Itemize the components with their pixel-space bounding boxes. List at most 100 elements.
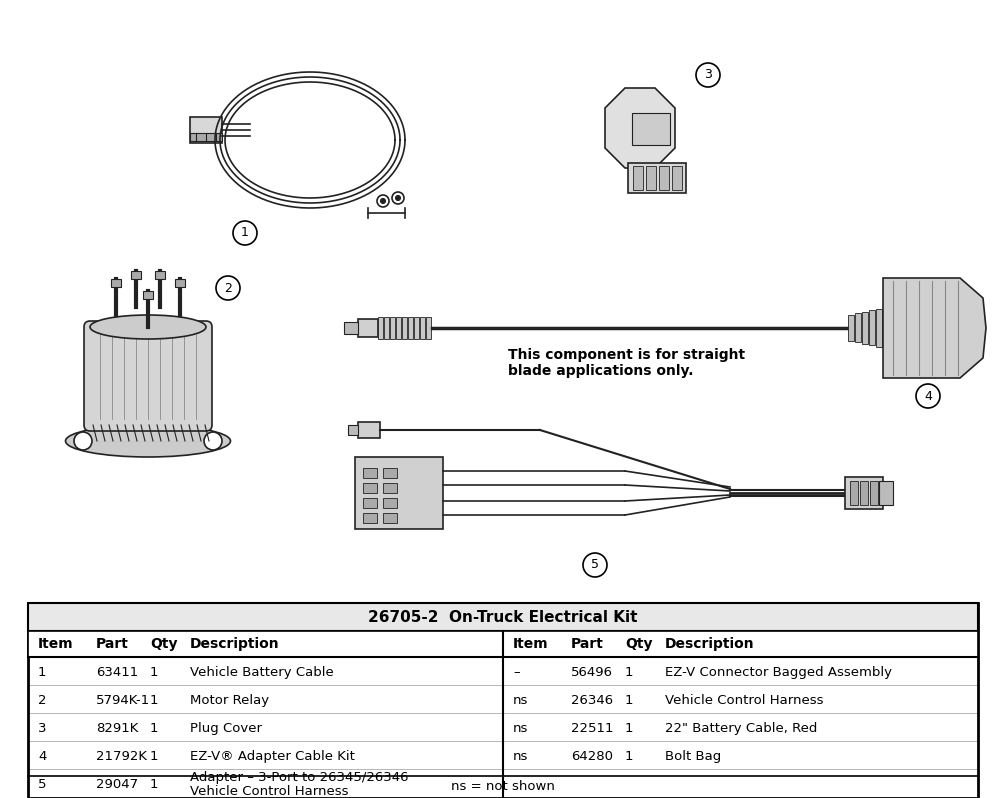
Circle shape	[396, 196, 401, 200]
Bar	[426, 317, 431, 339]
Bar	[845, 477, 883, 509]
Text: 1: 1	[150, 694, 158, 707]
Bar	[628, 163, 686, 193]
Bar	[363, 498, 377, 508]
Text: Part: Part	[571, 637, 604, 651]
Text: ns: ns	[513, 722, 529, 735]
Text: 26346: 26346	[571, 694, 613, 707]
Bar	[633, 166, 643, 190]
Circle shape	[233, 221, 257, 245]
Text: Part: Part	[96, 637, 129, 651]
Ellipse shape	[65, 425, 231, 457]
Bar	[860, 481, 868, 505]
Text: Vehicle Control Harness: Vehicle Control Harness	[190, 785, 348, 798]
Bar	[855, 313, 861, 342]
Circle shape	[204, 432, 222, 450]
Text: 1: 1	[38, 666, 46, 679]
Text: –: –	[513, 666, 520, 679]
Text: 3: 3	[38, 722, 46, 735]
Text: 1: 1	[150, 666, 158, 679]
Bar	[190, 133, 222, 141]
Bar	[363, 468, 377, 478]
Polygon shape	[883, 278, 986, 378]
Text: 2: 2	[38, 694, 46, 707]
Text: 1: 1	[150, 778, 158, 791]
Bar	[883, 307, 889, 348]
Text: ns: ns	[513, 694, 529, 707]
Bar	[348, 425, 358, 435]
Bar	[28, 603, 978, 798]
Text: Motor Relay: Motor Relay	[190, 694, 269, 707]
Text: Bolt Bag: Bolt Bag	[665, 750, 721, 763]
Text: Vehicle Control Harness: Vehicle Control Harness	[665, 694, 824, 707]
Bar	[408, 317, 413, 339]
Text: 64280: 64280	[571, 750, 613, 763]
Text: 1: 1	[241, 227, 249, 239]
Text: 26705-2  On-Truck Electrical Kit: 26705-2 On-Truck Electrical Kit	[369, 610, 637, 625]
Bar	[869, 310, 875, 345]
Text: 1: 1	[150, 750, 158, 763]
Text: 1: 1	[625, 694, 633, 707]
Bar	[897, 304, 903, 351]
Bar	[190, 117, 222, 143]
Polygon shape	[605, 88, 675, 168]
Bar	[358, 319, 378, 337]
Text: 3: 3	[704, 69, 712, 81]
Text: Item: Item	[38, 637, 74, 651]
Text: Qty: Qty	[150, 637, 177, 651]
Text: 4: 4	[924, 389, 931, 402]
Bar	[28, 631, 978, 657]
Bar	[358, 422, 380, 438]
Bar	[383, 483, 397, 493]
Circle shape	[916, 384, 940, 408]
Bar	[414, 317, 419, 339]
Bar	[904, 303, 910, 353]
Text: 4: 4	[38, 750, 46, 763]
Text: EZ-V® Adapter Cable Kit: EZ-V® Adapter Cable Kit	[190, 750, 354, 763]
Bar	[420, 317, 425, 339]
Text: Plug Cover: Plug Cover	[190, 722, 262, 735]
Text: Item: Item	[513, 637, 549, 651]
Text: 1: 1	[625, 666, 633, 679]
Bar	[870, 481, 878, 505]
Text: Qty: Qty	[625, 637, 653, 651]
Bar	[383, 498, 397, 508]
Bar	[355, 457, 443, 529]
Bar	[659, 166, 669, 190]
Circle shape	[215, 276, 240, 300]
Text: 2: 2	[225, 282, 232, 294]
Bar	[383, 513, 397, 523]
Text: 56496: 56496	[571, 666, 613, 679]
Bar	[143, 291, 153, 299]
Text: 1: 1	[150, 722, 158, 735]
Text: 5: 5	[591, 559, 599, 571]
Bar	[131, 271, 141, 279]
Bar	[672, 166, 682, 190]
Bar	[383, 468, 397, 478]
Bar	[911, 301, 917, 354]
Text: Description: Description	[190, 637, 280, 651]
Bar	[918, 300, 924, 356]
Bar	[396, 317, 401, 339]
Circle shape	[381, 199, 386, 203]
Bar	[890, 306, 896, 350]
Ellipse shape	[90, 315, 206, 339]
Circle shape	[696, 63, 720, 87]
Bar	[402, 317, 407, 339]
Text: ns = not shown: ns = not shown	[451, 780, 555, 793]
Bar	[876, 309, 882, 347]
Text: ns: ns	[513, 750, 529, 763]
Bar	[175, 279, 185, 287]
Text: 22" Battery Cable, Red: 22" Battery Cable, Red	[665, 722, 818, 735]
Bar	[850, 481, 858, 505]
Bar	[632, 113, 670, 145]
Text: Description: Description	[665, 637, 754, 651]
Text: 22511: 22511	[571, 722, 613, 735]
Text: EZ-V Connector Bagged Assembly: EZ-V Connector Bagged Assembly	[665, 666, 892, 679]
Text: 5794K-1: 5794K-1	[96, 694, 150, 707]
Bar	[862, 312, 868, 344]
Text: This component is for straight
blade applications only.: This component is for straight blade app…	[508, 348, 745, 378]
Text: 1: 1	[625, 722, 633, 735]
Text: 21792K: 21792K	[96, 750, 147, 763]
Text: 29047: 29047	[96, 778, 138, 791]
